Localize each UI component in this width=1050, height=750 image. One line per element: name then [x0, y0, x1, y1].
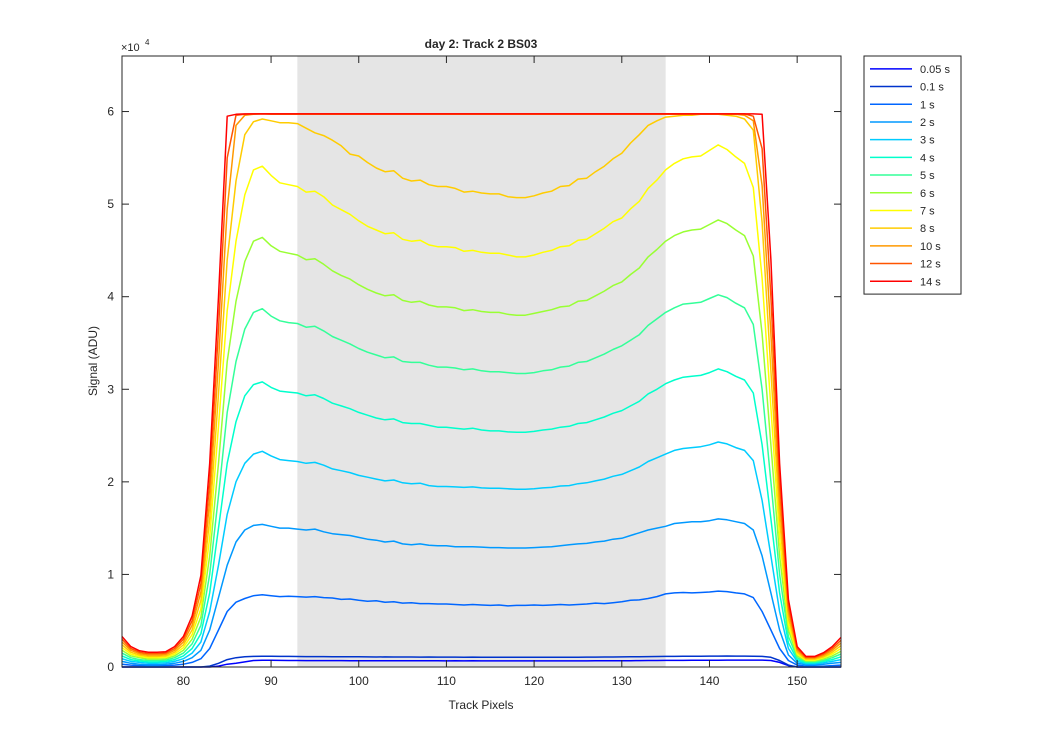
- y-axis-exponent-base: ×10: [121, 42, 140, 54]
- legend-label: 7 s: [920, 205, 935, 217]
- y-tick-label: 3: [107, 382, 114, 396]
- x-tick-label: 80: [177, 674, 191, 688]
- legend-label: 0.05 s: [920, 64, 950, 76]
- x-tick-label: 100: [349, 674, 369, 688]
- legend-label: 2 s: [920, 117, 935, 129]
- legend-label: 10 s: [920, 241, 941, 253]
- series-line-1-s: [121, 590, 842, 667]
- legend-label: 5 s: [920, 170, 935, 182]
- x-tick-label: 140: [699, 674, 719, 688]
- series-line-2-s: [121, 518, 842, 666]
- series-line-0-05-s: [122, 659, 841, 668]
- legend-label: 12 s: [920, 259, 941, 271]
- series-line-0-1-s: [122, 655, 841, 668]
- x-tick-label: 120: [524, 674, 544, 688]
- y-tick-label: 0: [107, 660, 114, 674]
- legend-label: 4 s: [920, 152, 935, 164]
- shaded-region: [297, 56, 666, 667]
- x-tick-label: 130: [612, 674, 632, 688]
- x-tick-label: 90: [264, 674, 278, 688]
- legend-label: 8 s: [920, 223, 935, 235]
- axes-box: [121, 55, 842, 668]
- x-tick-label: 150: [787, 674, 807, 688]
- series-line-6-s: [121, 219, 842, 662]
- series-line-4-s: [121, 368, 842, 664]
- y-tick-label: 2: [107, 475, 114, 489]
- series-line-3-s: [121, 441, 842, 665]
- legend-label: 0.1 s: [920, 82, 944, 94]
- legend-label: 6 s: [920, 188, 935, 200]
- y-axis-label: Signal (ADU): [86, 326, 100, 396]
- series-line-14-s: [121, 113, 842, 658]
- plot-area: 80 90 100 110 120 130 140 150 0 1 2 3 4 5 6: [107, 55, 842, 688]
- legend-label: 1 s: [920, 99, 935, 111]
- x-axis-label: Track Pixels: [449, 698, 514, 712]
- y-tick-label: 1: [107, 567, 114, 581]
- x-tick-label: 110: [437, 674, 456, 688]
- y-axis-exponent-power: 4: [145, 38, 150, 47]
- y-tick-label: 6: [107, 105, 114, 119]
- series-line-5-s: [121, 294, 842, 663]
- chart-title: day 2: Track 2 BS03: [425, 37, 538, 51]
- y-tick-label: 4: [107, 290, 114, 304]
- series-line-7-s: [121, 144, 842, 661]
- legend-label: 3 s: [920, 135, 935, 147]
- legend-label: 14 s: [920, 276, 941, 288]
- legend: 0.05 s 0.1 s 1 s 2 s 3 s 4 s 5 s 6 s 7 s 8 s 10 s 1…: [863, 55, 962, 295]
- y-tick-label: 5: [107, 197, 114, 211]
